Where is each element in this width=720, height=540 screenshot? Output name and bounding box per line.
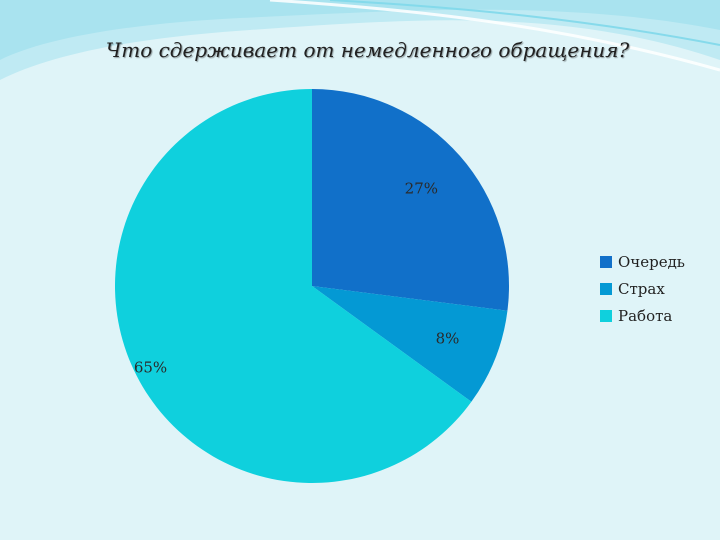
pie-slice-fear [312,286,508,402]
legend-label-work: Работа [618,306,673,325]
legend-swatch-work [600,309,612,322]
chart-legend: Очередь Страх Работа [600,248,685,329]
legend-item-work: Работа [600,302,685,329]
legend-item-fear: Страх [600,275,685,302]
data-label-queue: 27% [405,180,438,198]
data-label-work: 65% [134,358,167,376]
legend-item-queue: Очередь [600,248,685,275]
data-label-fear: 8% [436,330,460,348]
chart-title: Что сдерживает от немедленного обращения… [105,38,630,62]
legend-swatch-queue [600,255,612,268]
pie-slice-queue [312,89,509,311]
legend-swatch-fear [600,282,612,295]
legend-label-fear: Страх [618,279,665,298]
legend-label-queue: Очередь [618,252,685,271]
pie-slice-work [115,89,472,483]
